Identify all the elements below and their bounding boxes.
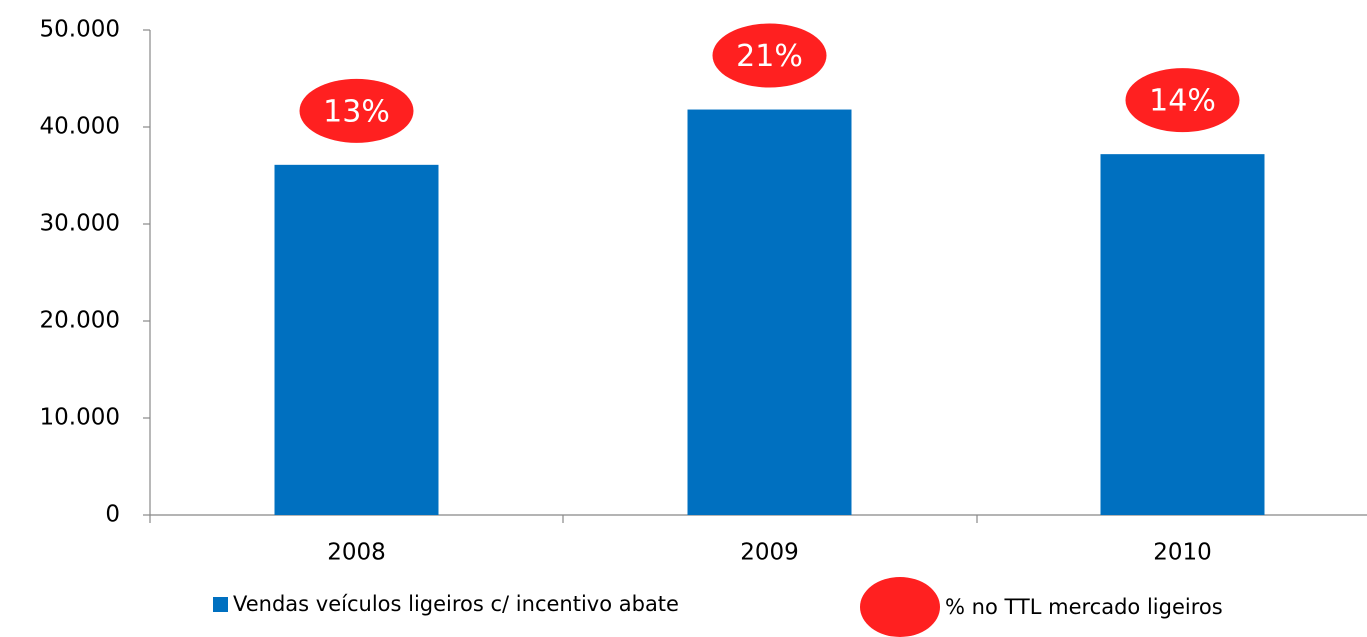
y-tick-label: 10.000 [40, 405, 120, 431]
percent-label: 21% [736, 39, 803, 74]
percent-label: 14% [1149, 84, 1216, 119]
legend-label: Vendas veículos ligeiros c/ incentivo ab… [233, 592, 679, 616]
bar [1100, 154, 1265, 515]
legend-label: % no TTL mercado ligeiros [945, 595, 1223, 619]
bar [274, 164, 439, 515]
legend-swatch [860, 577, 940, 637]
y-tick-label: 50.000 [40, 17, 120, 43]
x-tick-label: 2008 [327, 540, 386, 566]
legend-swatch [213, 597, 228, 612]
percent-marker [712, 23, 827, 88]
y-tick-label: 30.000 [40, 211, 120, 237]
percent-label: 13% [323, 94, 390, 129]
y-tick-label: 40.000 [40, 114, 120, 140]
x-tick-label: 2010 [1153, 540, 1212, 566]
percent-marker [1125, 68, 1240, 133]
x-tick-label: 2009 [740, 540, 799, 566]
bar [687, 109, 852, 515]
y-tick-label: 20.000 [40, 308, 120, 334]
y-tick-label: 0 [105, 502, 120, 528]
percent-marker [299, 78, 414, 143]
